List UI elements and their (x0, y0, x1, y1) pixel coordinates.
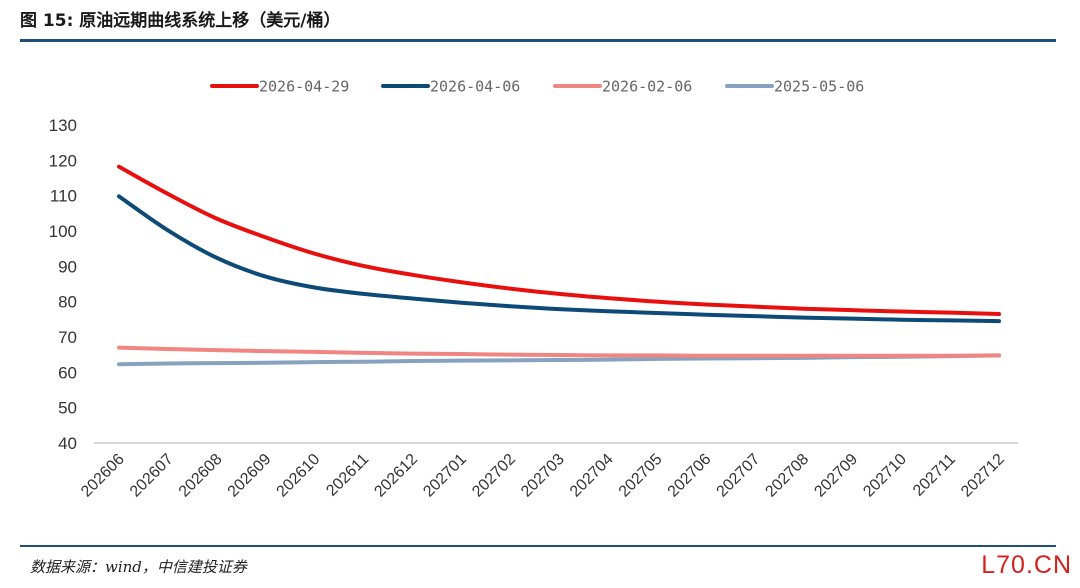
x-tick-label: 202706 (665, 451, 715, 501)
x-tick-label: 202704 (567, 451, 617, 501)
x-tick-label: 202710 (860, 451, 910, 501)
chart-legend: 2026-04-29 2026-04-06 2026-02-06 2025-05-06 (210, 78, 864, 96)
x-tick-label: 202607 (127, 451, 177, 501)
x-tick-label: 202705 (616, 451, 666, 501)
x-tick-label: 202611 (323, 451, 372, 500)
watermark-logo: L70.CN (981, 551, 1072, 579)
x-tick-label: 202702 (469, 451, 519, 501)
y-tick-label: 40 (58, 434, 77, 453)
source-note: 数据来源：wind，中信建投证券 (30, 558, 247, 576)
y-tick-label: 110 (50, 187, 77, 206)
legend-label: 2026-04-06 (430, 78, 520, 96)
x-tick-label: 202606 (78, 451, 128, 501)
x-tick-label: 202612 (371, 451, 421, 501)
x-tick-label: 202709 (811, 451, 861, 501)
legend-label: 2025-05-06 (774, 78, 864, 96)
x-tick-label: 202608 (176, 451, 226, 501)
figure-title: 图 15: 原油远期曲线系统上移（美元/桶） (20, 11, 341, 31)
y-tick-label: 80 (58, 293, 77, 312)
top-divider (20, 39, 1056, 42)
x-tick-label: 202703 (518, 451, 568, 501)
y-tick-label: 120 (49, 151, 77, 170)
x-tick-label: 202712 (958, 451, 1008, 501)
series-line-2026-04-06 (117, 194, 1001, 324)
y-axis: 40 50 60 70 80 90 100 110 120 130 (49, 116, 77, 453)
y-tick-label: 90 (58, 257, 77, 276)
x-tick-label: 202707 (714, 451, 764, 501)
series-line-2026-02-06 (117, 345, 1001, 358)
x-axis: 202606 202607 202608 202609 202610 202611 2026… (78, 442, 1018, 501)
y-tick-label: 100 (49, 222, 77, 241)
x-tick-label: 202609 (225, 451, 275, 501)
legend-label: 2026-04-29 (259, 78, 349, 96)
x-tick-label: 202708 (762, 451, 812, 501)
bottom-divider (20, 545, 1056, 547)
x-tick-label: 202701 (420, 451, 470, 501)
y-tick-label: 70 (58, 328, 77, 347)
y-tick-label: 130 (49, 116, 77, 135)
x-tick-label: 202610 (274, 451, 324, 501)
y-tick-label: 60 (58, 363, 77, 382)
legend-label: 2026-02-06 (602, 78, 692, 96)
y-tick-label: 50 (58, 399, 77, 418)
series-lines (117, 164, 1001, 367)
series-line-2026-04-29 (117, 164, 1001, 317)
x-tick-label: 202711 (910, 451, 959, 500)
